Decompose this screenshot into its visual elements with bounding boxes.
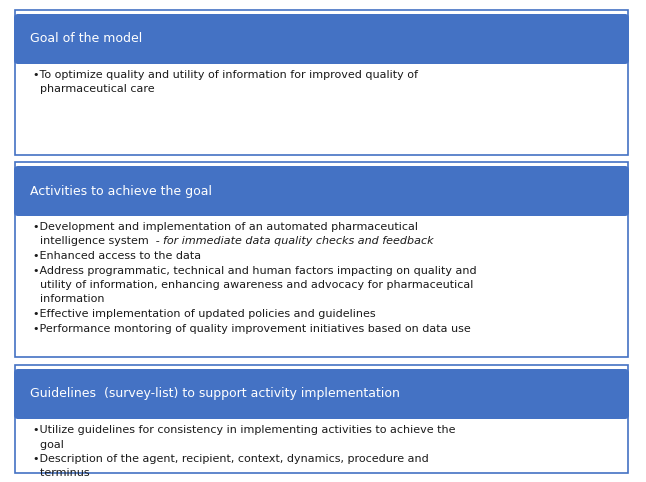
FancyBboxPatch shape (14, 166, 629, 216)
FancyBboxPatch shape (15, 162, 628, 357)
Text: intelligence system  -: intelligence system - (33, 237, 163, 246)
Text: goal: goal (33, 440, 64, 450)
Text: •Address programmatic, technical and human factors impacting on quality and: •Address programmatic, technical and hum… (33, 266, 477, 276)
Text: •Performance montoring of quality improvement initiatives based on data use: •Performance montoring of quality improv… (33, 323, 471, 334)
Text: •Development and implementation of an automated pharmaceutical: •Development and implementation of an au… (33, 222, 418, 232)
Text: Activities to achieve the goal: Activities to achieve the goal (30, 185, 212, 198)
Text: Guidelines  (survey-list) to support activity implementation: Guidelines (survey-list) to support acti… (30, 388, 400, 401)
Text: •To optimize quality and utility of information for improved quality of: •To optimize quality and utility of info… (33, 70, 418, 80)
Text: •Enhanced access to the data: •Enhanced access to the data (33, 251, 201, 261)
FancyBboxPatch shape (15, 10, 628, 155)
Text: pharmaceutical care: pharmaceutical care (33, 84, 154, 94)
FancyBboxPatch shape (15, 365, 628, 473)
Text: utility of information, enhancing awareness and advocacy for pharmaceutical: utility of information, enhancing awaren… (33, 280, 474, 290)
Text: •Description of the agent, recipient, context, dynamics, procedure and: •Description of the agent, recipient, co… (33, 454, 429, 464)
Text: •Effective implementation of updated policies and guidelines: •Effective implementation of updated pol… (33, 309, 375, 319)
Text: information: information (33, 295, 105, 305)
Text: terminus: terminus (33, 469, 90, 479)
FancyBboxPatch shape (14, 369, 629, 419)
Text: •Utilize guidelines for consistency in implementing activities to achieve the: •Utilize guidelines for consistency in i… (33, 425, 455, 435)
Text: for immediate data quality checks and feedback: for immediate data quality checks and fe… (163, 237, 434, 246)
FancyBboxPatch shape (14, 14, 629, 64)
Text: Goal of the model: Goal of the model (30, 32, 142, 45)
